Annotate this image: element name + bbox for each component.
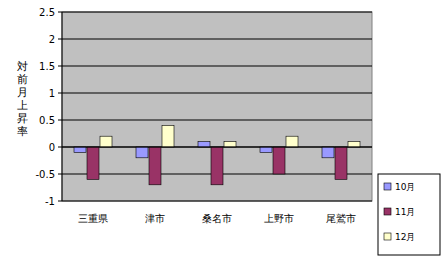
y-axis-label-char: 対	[17, 60, 28, 73]
bar	[149, 147, 161, 185]
bar	[335, 147, 347, 179]
bar	[260, 147, 272, 152]
y-axis-label-char: 上	[17, 99, 28, 112]
bar	[136, 147, 148, 158]
legend-swatch	[384, 183, 391, 190]
tick-label: 0.5	[39, 115, 55, 126]
legend-label: 11月	[395, 207, 415, 217]
tick-label: -1	[45, 196, 55, 207]
tick	[58, 174, 62, 175]
tick	[58, 120, 62, 121]
bar	[348, 142, 360, 147]
tick-label: 1.5	[39, 61, 55, 72]
plot-area	[62, 12, 372, 201]
tick-label: -0.5	[35, 169, 55, 180]
legend	[378, 174, 440, 255]
bar	[198, 142, 210, 147]
bar	[211, 147, 223, 185]
tick	[58, 39, 62, 40]
y-axis-label-char: 前	[17, 73, 28, 86]
bar	[224, 142, 236, 147]
grid-line	[62, 39, 372, 40]
y-axis-label-char: 月	[17, 86, 28, 99]
bar	[100, 136, 112, 147]
y-axis	[62, 12, 63, 201]
tick	[58, 147, 62, 148]
y-axis-label-char: 昇	[17, 112, 28, 125]
legend-swatch	[384, 233, 391, 240]
grid-line	[62, 120, 372, 121]
y-axis-label: 対前月上昇率	[17, 60, 28, 138]
tick-label: 2	[49, 34, 55, 45]
tick	[58, 66, 62, 67]
bar	[273, 147, 285, 174]
legend-label: 10月	[395, 182, 415, 192]
grid-line	[62, 93, 372, 94]
legend-swatch	[384, 208, 391, 215]
grid-line	[62, 201, 372, 202]
grid-line	[62, 12, 372, 13]
grid-line	[62, 147, 372, 148]
x-axis	[62, 147, 372, 148]
category-label: 三重県	[78, 213, 108, 224]
bar	[322, 147, 334, 158]
tick-label: 2.5	[39, 7, 55, 18]
tick-label: 0	[49, 142, 55, 153]
category-label: 桑名市	[202, 213, 232, 224]
legend-label: 12月	[395, 232, 415, 242]
tick	[58, 12, 62, 13]
bar	[74, 147, 86, 152]
tick-label: 1	[49, 88, 55, 99]
bar	[162, 125, 174, 147]
category-label: 津市	[145, 213, 165, 224]
bars	[74, 125, 360, 184]
bar	[286, 136, 298, 147]
grid-line	[62, 66, 372, 67]
tick	[58, 93, 62, 94]
chart: -1 -0.5 0 0.5 1 1.5 2 2.5 三重県 津市 桑名市 上野市 尾鷲市 対前月上昇率 10…	[0, 0, 446, 259]
category-label: 上野市	[264, 213, 294, 224]
bar	[87, 147, 99, 179]
y-axis-label-char: 率	[17, 125, 28, 138]
category-label: 尾鷲市	[326, 213, 356, 224]
tick	[58, 201, 62, 202]
